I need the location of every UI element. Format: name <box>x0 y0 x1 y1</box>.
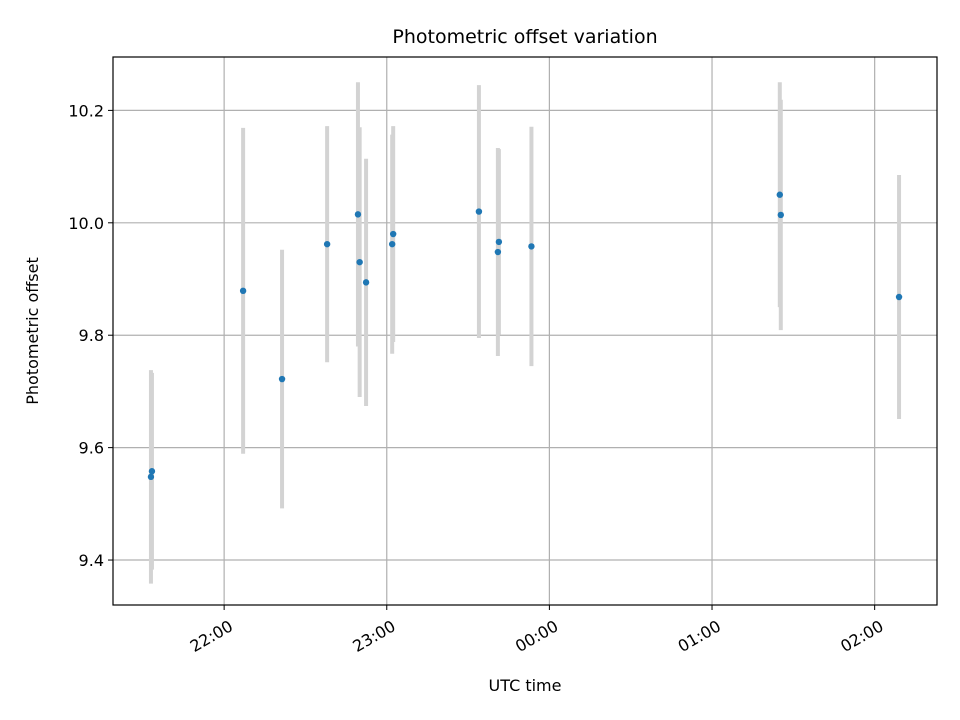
y-tick-label: 10.0 <box>68 214 104 233</box>
chart-title: Photometric offset variation <box>392 26 657 48</box>
data-point <box>895 293 903 301</box>
data-point <box>362 279 370 286</box>
data-point <box>388 240 396 248</box>
data-point <box>495 238 503 246</box>
data-point <box>148 468 156 475</box>
data-point <box>239 287 247 295</box>
data-point <box>278 375 286 383</box>
data-point <box>323 240 331 248</box>
y-tick-label: 9.6 <box>79 439 104 458</box>
y-tick-label: 9.8 <box>79 326 104 345</box>
data-point <box>776 191 783 198</box>
data-point <box>356 258 363 266</box>
plot-frame <box>112 56 938 606</box>
data-point <box>354 211 362 218</box>
data-point <box>389 230 397 238</box>
data-point <box>528 243 535 250</box>
data-points <box>147 191 903 481</box>
y-tick-label: 10.2 <box>68 101 104 120</box>
y-tick-label: 9.4 <box>79 551 104 570</box>
data-point <box>777 211 784 219</box>
data-point <box>147 473 155 481</box>
grid-lines <box>113 57 937 605</box>
y-axis-ticks: 9.4 9.6 9.8 10.0 10.2 <box>68 101 113 570</box>
data-point <box>475 208 483 215</box>
data-point <box>494 248 502 256</box>
x-axis-label: UTC time <box>489 676 562 695</box>
y-axis-label: Photometric offset <box>23 257 42 405</box>
